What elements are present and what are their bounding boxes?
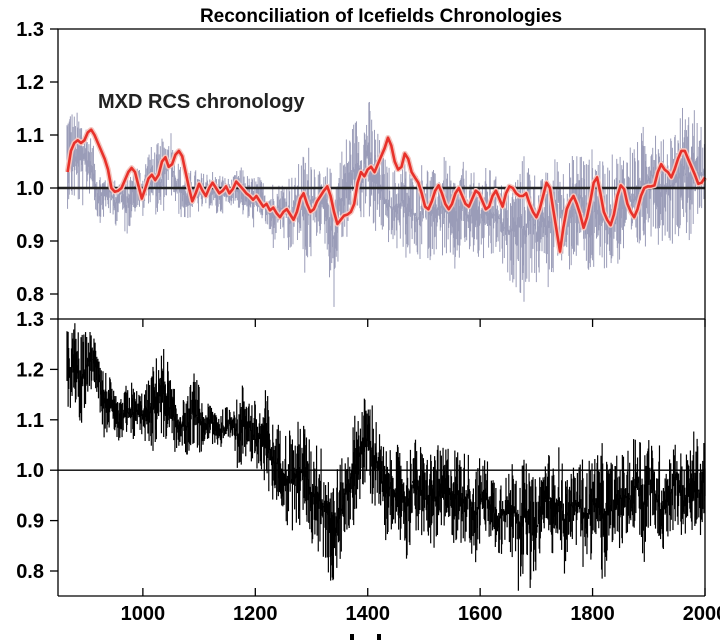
y-tick-label: 1.0 (16, 178, 44, 200)
y-tick-label: 1.2 (16, 72, 44, 94)
y-tick-label: 1.2 (16, 359, 44, 381)
y-tick-label: 1.1 (16, 125, 44, 147)
lower-y-axis: 0.8 0.9 1.0 1.1 1.2 1.3 (16, 309, 58, 583)
x-tick-label: 2000 (683, 603, 720, 625)
x-tick-label: 1200 (233, 603, 278, 625)
y-tick-label: 1.0 (16, 460, 44, 482)
upper-annotation: MXD RCS chronology (98, 91, 306, 113)
chart-title: Reconciliation of Icefields Chronologies (200, 6, 562, 27)
x-axis-label-fragment (377, 634, 381, 640)
lower-panel: 0.8 0.9 1.0 1.1 1.2 1.3 1000 1200 1400 1600 1800 2… (16, 309, 720, 625)
x-tick-label: 1800 (570, 603, 615, 625)
x-axis-label-fragment (350, 634, 354, 640)
upper-smoothed-series (66, 128, 707, 253)
upper-frame (57, 28, 706, 320)
y-tick-label: 1.3 (16, 19, 44, 41)
y-tick-label: 1.3 (16, 309, 44, 331)
x-tick-label: 1400 (345, 603, 390, 625)
lower-frame (57, 319, 706, 597)
upper-panel: MXD RCS chronology 0.8 0.9 1.0 1.1 1.2 1.3 (16, 19, 708, 327)
y-tick-label: 0.9 (16, 231, 44, 253)
x-tick-label: 1600 (458, 603, 503, 625)
y-tick-label: 1.1 (16, 410, 44, 432)
lower-x-axis: 1000 1200 1400 1600 1800 2000 (121, 588, 720, 625)
lower-annual-series (66, 323, 706, 591)
x-tick-label: 1000 (121, 603, 166, 625)
y-tick-label: 0.8 (16, 284, 44, 306)
y-tick-label: 0.8 (16, 561, 44, 583)
y-tick-label: 0.9 (16, 511, 44, 533)
upper-y-axis: 0.8 0.9 1.0 1.1 1.2 1.3 (16, 19, 58, 306)
